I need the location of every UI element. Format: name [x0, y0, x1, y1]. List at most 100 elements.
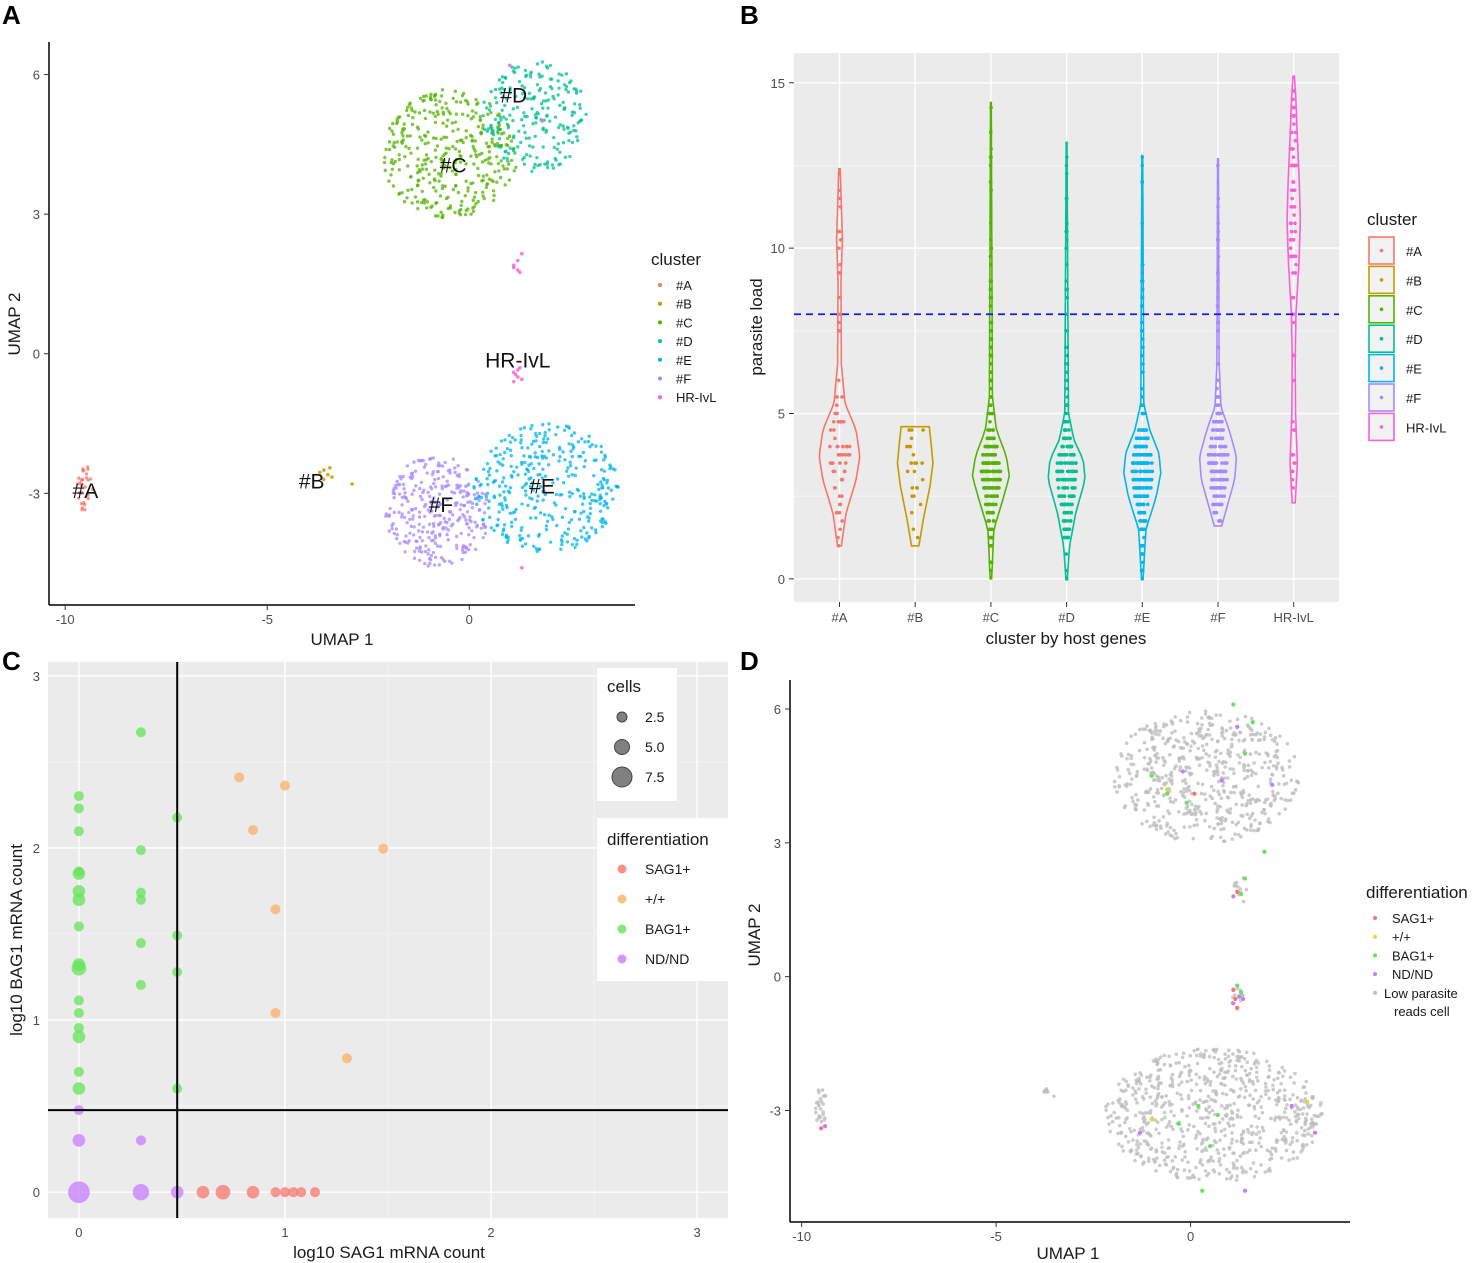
umap-point: [564, 87, 568, 92]
low-parasite-point: [1238, 887, 1243, 891]
low-parasite-point: [1185, 1079, 1190, 1084]
low-parasite-point: [1276, 1099, 1281, 1103]
low-parasite-point: [1217, 1072, 1222, 1076]
violin-dot: [979, 469, 984, 474]
umap-point: [496, 161, 501, 166]
violin-dot: [1212, 510, 1217, 515]
umap-point: [455, 486, 459, 490]
umap-point: [572, 87, 576, 91]
low-parasite-point: [1124, 741, 1129, 745]
umap-point: [594, 530, 598, 535]
umap-point: [409, 524, 413, 529]
umap-point: [406, 188, 410, 192]
umap-point: [468, 543, 472, 547]
umap-point: [588, 506, 593, 510]
low-parasite-point: [1283, 1141, 1288, 1145]
low-parasite-point: [1163, 741, 1168, 746]
panel-a-label: A: [2, 0, 21, 30]
low-parasite-point: [1185, 720, 1190, 724]
low-parasite-point: [1216, 772, 1220, 777]
low-parasite-point: [1282, 782, 1287, 787]
low-parasite-point: [1190, 802, 1194, 807]
umap-point: [415, 183, 420, 188]
low-parasite-point: [1228, 719, 1232, 723]
umap-point: [426, 490, 430, 495]
low-parasite-point: [1244, 1170, 1248, 1174]
violin-dot: [1216, 246, 1220, 250]
legend-key: [1373, 916, 1377, 920]
umap-point: [425, 471, 429, 475]
umap-point: [475, 502, 479, 506]
umap-point: [496, 130, 500, 134]
low-parasite-point: [1244, 1073, 1249, 1077]
low-parasite-point: [1291, 1093, 1295, 1097]
umap-point: [486, 469, 491, 474]
umap-point: [444, 124, 449, 128]
violin-dot: [1145, 494, 1149, 498]
low-parasite-point: [1228, 790, 1233, 795]
umap-point: [439, 502, 443, 506]
size-legend-key: [616, 711, 628, 723]
umap-point: [460, 112, 465, 116]
umap-point: [573, 509, 577, 514]
umap-point: [445, 479, 449, 484]
umap-point: [322, 477, 326, 482]
violin-dot: [1216, 295, 1220, 300]
violin-dot: [1146, 502, 1150, 507]
low-parasite-point: [1245, 1060, 1250, 1064]
low-parasite-point: [1228, 1117, 1232, 1121]
low-parasite-point: [1234, 1178, 1239, 1182]
violin-dot: [1067, 527, 1072, 532]
low-parasite-point: [1253, 1114, 1258, 1119]
violin-dot: [1291, 271, 1295, 275]
expression-point: [378, 843, 389, 854]
umap-point: [521, 124, 526, 128]
cluster-label: #B: [299, 471, 325, 494]
low-parasite-point: [1052, 1094, 1056, 1099]
umap-point: [435, 144, 440, 148]
umap-point: [432, 496, 436, 500]
low-parasite-point: [1154, 1168, 1158, 1173]
low-parasite-point: [1183, 1064, 1187, 1069]
umap-point: [546, 437, 550, 441]
violin-dot: [1215, 494, 1220, 498]
legend-label: ND/ND: [645, 951, 689, 967]
umap-point: [579, 89, 583, 93]
umap-point: [459, 531, 464, 536]
x-tick-label: 0: [75, 1225, 82, 1240]
umap-point: [569, 79, 573, 83]
low-parasite-point: [1259, 1094, 1263, 1099]
violin-dot: [1140, 386, 1145, 391]
low-parasite-point: [1278, 734, 1282, 738]
umap-point: [443, 152, 447, 156]
low-parasite-point: [1131, 1086, 1135, 1090]
low-parasite-point: [1230, 737, 1234, 742]
violin-dot: [1065, 453, 1069, 457]
low-parasite-point: [1272, 1078, 1277, 1082]
differentiation-point: [1242, 1188, 1248, 1193]
umap-point: [611, 497, 615, 501]
umap-point: [497, 78, 502, 82]
low-parasite-point: [1232, 1151, 1236, 1155]
umap-point: [543, 91, 548, 95]
umap-point: [593, 493, 597, 497]
umap-point: [433, 536, 438, 540]
umap-point: [531, 122, 535, 126]
violin-dot: [1292, 188, 1297, 193]
panel-d-legend-title: differentiation: [1366, 883, 1468, 902]
umap-point: [481, 174, 485, 178]
y-tick-label: 0: [33, 347, 40, 362]
violin-dot: [1136, 436, 1141, 441]
expression-point: [288, 1187, 299, 1198]
low-parasite-point: [1203, 1121, 1208, 1126]
umap-point: [483, 501, 487, 506]
umap-point: [513, 510, 517, 514]
umap-point: [476, 479, 480, 484]
low-parasite-point: [1187, 710, 1192, 715]
umap-point: [451, 187, 456, 192]
low-parasite-point: [1168, 753, 1172, 757]
umap-point: [520, 544, 525, 548]
umap-point: [501, 94, 506, 99]
low-parasite-point: [1245, 1127, 1250, 1132]
violin-dot: [981, 453, 985, 457]
